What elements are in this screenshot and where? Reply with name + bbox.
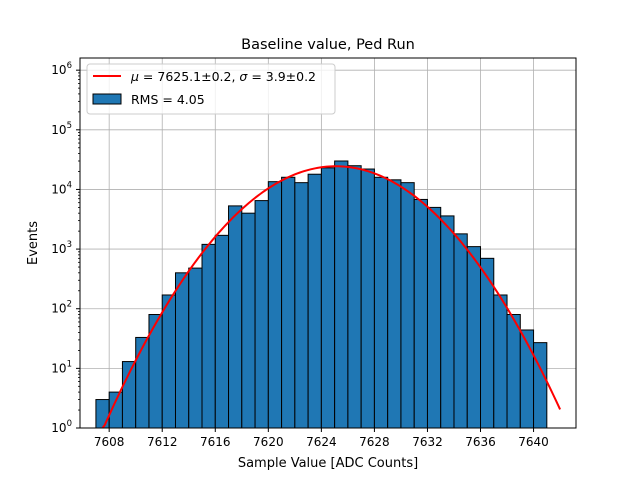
legend-sigma-value: = 3.9±0.2 [247, 69, 316, 84]
histogram-bar [307, 173, 322, 429]
histogram-bar [347, 165, 362, 429]
fit-curve-group [101, 165, 561, 429]
gaussian-fit-curve [101, 165, 561, 429]
legend: μ = 7625.1±0.2, σ = 3.9±0.2 RMS = 4.05 [86, 63, 336, 115]
x-tick-label: 7620 [253, 435, 284, 449]
histogram-bar [201, 243, 216, 429]
legend-hist-label: RMS = 4.05 [131, 92, 205, 107]
histogram-bar [334, 160, 349, 429]
histogram-bar [426, 206, 442, 429]
y-tick-label: 104 [51, 180, 72, 196]
histogram-bar [228, 205, 243, 429]
histogram-bar [161, 294, 176, 429]
x-tick-label: 7616 [200, 435, 231, 449]
legend-mu-value: = 7625.1±0.2, [139, 69, 239, 84]
histogram-bar [453, 233, 468, 429]
histogram-bar [466, 246, 482, 429]
histogram-bars [95, 160, 548, 429]
histogram-bar [241, 212, 256, 429]
histogram-bar [188, 267, 203, 429]
histogram-bar [360, 168, 375, 429]
x-axis-ticks: 7608 7612 7616 7620 7624 7628 7632 7636 7640 [94, 428, 549, 449]
histogram-bar [533, 342, 548, 429]
histogram-bar [254, 200, 269, 429]
histogram-bar [320, 167, 336, 429]
histogram-bar [400, 182, 415, 429]
histogram-bar [506, 314, 521, 429]
legend-box [86, 63, 336, 115]
legend-sigma-symbol: σ [239, 69, 248, 84]
x-tick-label: 7612 [147, 435, 178, 449]
y-tick-label: 106 [51, 61, 72, 77]
legend-hist-swatch [92, 93, 122, 105]
histogram-bar [174, 272, 190, 429]
legend-mu-symbol: μ [130, 69, 139, 84]
y-axis-label: Events [26, 221, 41, 265]
y-tick-label: 103 [51, 240, 72, 256]
histogram-bar [387, 179, 402, 429]
histogram-bar [95, 399, 110, 429]
histogram-bar [214, 234, 230, 429]
histogram-bar [294, 182, 309, 429]
histogram-bar [267, 181, 283, 429]
y-tick-label: 101 [51, 359, 72, 375]
y-tick-label: 102 [51, 300, 72, 316]
x-tick-label: 7636 [465, 435, 496, 449]
y-tick-label: 100 [51, 419, 72, 435]
plot-frame [79, 57, 577, 429]
x-axis-label: Sample Value [ADC Counts] [238, 456, 418, 471]
x-tick-label: 7628 [359, 435, 390, 449]
histogram-bar [440, 215, 455, 429]
histogram-bar [373, 176, 389, 429]
y-tick-label: 105 [51, 121, 72, 137]
x-tick-label: 7624 [306, 435, 337, 449]
chart-title: Baseline value, Ped Run [241, 37, 415, 53]
y-axis-ticks: 100 101 102 103 104 105 106 [51, 61, 80, 435]
histogram-bar [135, 336, 150, 429]
histogram-bar [413, 198, 428, 429]
histogram-bar [493, 294, 508, 429]
x-tick-label: 7640 [518, 435, 549, 449]
histogram-bar [281, 176, 296, 429]
x-tick-label: 7632 [412, 435, 443, 449]
legend-fit-label: μ = 7625.1±0.2, σ = 3.9±0.2 [130, 69, 316, 84]
x-tick-label: 7608 [94, 435, 125, 449]
